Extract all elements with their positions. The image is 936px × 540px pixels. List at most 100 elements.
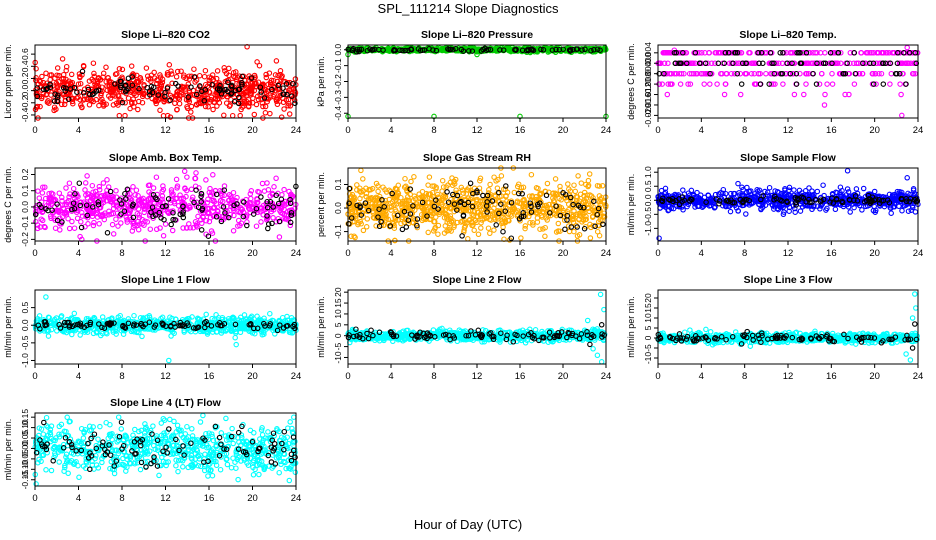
data-point: [899, 112, 905, 119]
data-point: [33, 77, 39, 84]
data-point: [258, 219, 264, 225]
data-point: [358, 167, 364, 174]
data-point: [52, 75, 58, 82]
x-tick-label: 0: [655, 248, 660, 259]
data-point: [181, 168, 188, 175]
data-point: [56, 73, 63, 79]
data-point: [202, 67, 209, 74]
data-point: [757, 70, 763, 77]
data-point: [899, 207, 905, 214]
data-point: [281, 91, 287, 97]
y-tick-label: -0.2: [20, 232, 30, 247]
data-point: [262, 110, 269, 116]
data-point: [452, 45, 459, 52]
data-point: [411, 174, 417, 180]
data-point: [184, 105, 191, 112]
data-point: [494, 185, 501, 191]
data-point: [112, 93, 118, 99]
x-tick-label: 4: [76, 248, 81, 259]
data-point: [94, 83, 100, 89]
data-point: [712, 60, 718, 67]
y-tick-label: -0.020: [643, 103, 653, 127]
data-point: [417, 47, 424, 54]
data-point: [106, 93, 112, 99]
data-point: [847, 209, 853, 215]
data-point: [144, 84, 150, 91]
data-point: [578, 180, 585, 186]
x-tick-label: 24: [913, 248, 924, 259]
data-point: [270, 93, 277, 100]
data-point: [518, 235, 524, 241]
data-point: [202, 87, 209, 93]
data-point: [772, 81, 778, 87]
data-point: [90, 98, 97, 105]
data-point: [822, 50, 828, 56]
data-point: [819, 70, 825, 77]
data-point: [586, 171, 593, 177]
data-point: [45, 333, 52, 339]
data-point: [155, 92, 162, 98]
data-point: [248, 83, 254, 89]
data-point: [176, 100, 183, 107]
data-point: [258, 194, 264, 200]
data-point: [597, 47, 603, 53]
data-point: [57, 227, 63, 233]
data-point: [271, 184, 277, 190]
data-point: [232, 74, 238, 81]
data-point: [797, 208, 804, 214]
data-point: [766, 184, 773, 191]
y-tick-label: -0.1: [333, 224, 343, 239]
x-tick-label: 12: [160, 248, 171, 259]
data-point: [174, 88, 181, 95]
x-tick-label: 20: [869, 125, 880, 136]
data-point: [264, 180, 270, 186]
data-point: [285, 103, 291, 109]
data-point: [129, 82, 136, 88]
data-point: [203, 177, 209, 183]
data-point: [367, 46, 373, 52]
plot-frame: [347, 44, 607, 119]
data-point: [263, 74, 270, 81]
data-point: [91, 70, 97, 77]
data-point: [89, 182, 96, 189]
data-point: [79, 68, 86, 75]
data-point: [159, 76, 166, 83]
x-tick-label: 0: [345, 248, 350, 259]
y-tick-label: 0.0: [643, 194, 653, 206]
data-point: [851, 81, 858, 87]
data-point: [267, 310, 273, 317]
data-point: [145, 76, 152, 82]
data-point: [67, 86, 74, 92]
y-axis-label: kPa per min.: [316, 56, 326, 107]
data-point: [392, 47, 398, 54]
data-point: [194, 102, 200, 108]
data-point: [685, 81, 691, 87]
data-point: [411, 193, 418, 199]
data-point: [228, 83, 235, 90]
y-tick-label: -0.1: [333, 58, 343, 73]
data-point: [54, 94, 61, 100]
data-point: [254, 93, 261, 100]
data-point: [687, 81, 694, 87]
x-tick-label: 0: [32, 248, 37, 259]
data-point: [128, 63, 135, 69]
data-point: [65, 96, 72, 102]
data-point: [188, 84, 194, 90]
y-tick-label: -0.4: [333, 106, 343, 121]
data-point: [721, 91, 728, 98]
data-point: [69, 79, 76, 86]
data-point: [543, 46, 549, 52]
data-point: [214, 93, 220, 99]
data-point: [591, 47, 597, 53]
x-tick-label: 12: [783, 248, 794, 259]
data-point: [221, 65, 227, 71]
data-point: [708, 60, 715, 67]
data-point: [280, 85, 286, 91]
data-point: [43, 70, 49, 77]
x-tick-label: 24: [291, 248, 302, 259]
data-point: [86, 78, 93, 84]
data-point: [887, 81, 893, 87]
data-point: [151, 75, 158, 81]
